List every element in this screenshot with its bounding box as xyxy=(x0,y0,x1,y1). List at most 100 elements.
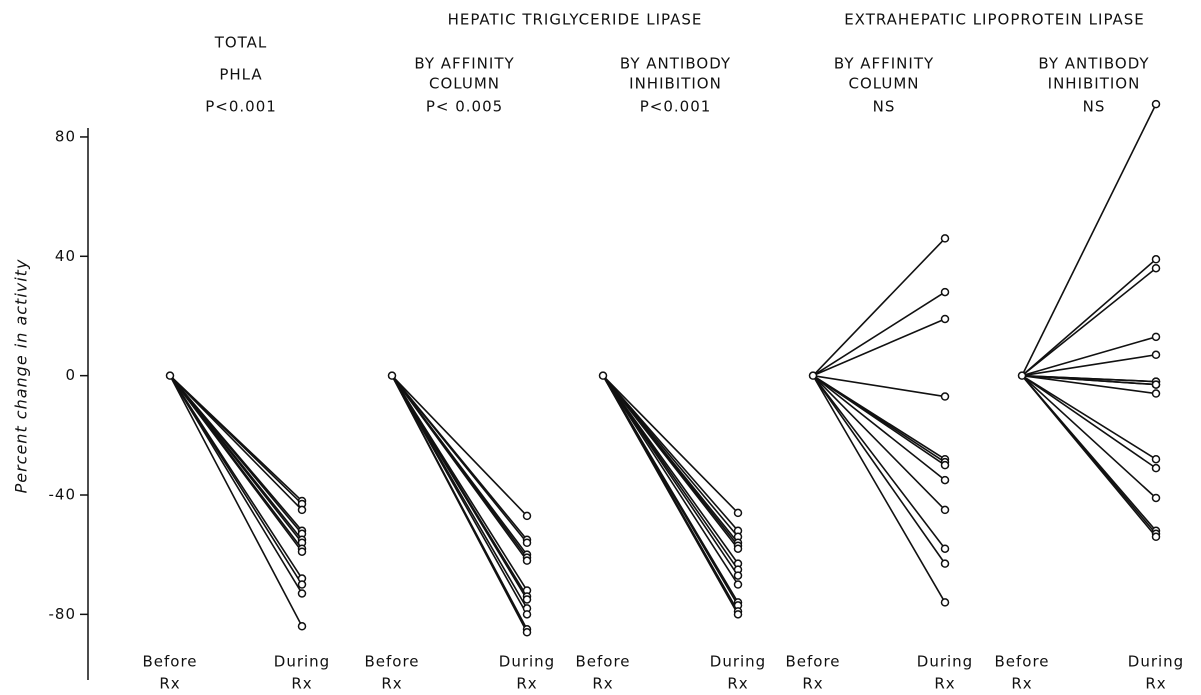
during-point xyxy=(522,610,532,619)
x-category-label: Before xyxy=(364,653,419,671)
slope-line xyxy=(812,375,946,550)
during-point xyxy=(940,505,950,515)
during-point xyxy=(940,314,950,324)
slope-line xyxy=(812,318,946,377)
during-point xyxy=(1151,389,1161,398)
during-point xyxy=(940,544,950,553)
slope-line xyxy=(169,375,303,553)
during-point xyxy=(940,475,950,485)
during-point xyxy=(522,511,532,521)
x-category-label: Rx xyxy=(1011,675,1032,692)
slope-line xyxy=(812,374,946,398)
x-category-label: Rx xyxy=(802,675,823,692)
x-category-label: Rx xyxy=(381,675,402,692)
slope-line xyxy=(391,375,528,615)
during-point xyxy=(522,595,532,604)
slope-line xyxy=(812,375,946,481)
group-title: HEPATIC TRIGLYCERIDE LIPASE xyxy=(448,11,703,29)
panel-title: P<0.001 xyxy=(640,98,712,116)
during-point xyxy=(522,628,532,637)
slope-line xyxy=(391,375,528,544)
x-category-label: Rx xyxy=(159,675,180,692)
x-category-label: Before xyxy=(575,653,630,671)
panel-title: COLUMN xyxy=(429,75,500,93)
slope-line xyxy=(169,375,303,627)
slope-line xyxy=(602,375,739,514)
during-point xyxy=(1151,255,1161,264)
x-category-label: During xyxy=(499,653,555,671)
slope-line xyxy=(1021,353,1157,377)
x-category-label: During xyxy=(710,653,766,671)
slope-line xyxy=(812,375,946,603)
x-category-label: Rx xyxy=(291,675,312,692)
during-point xyxy=(297,622,307,631)
slope-line xyxy=(391,375,528,562)
panel-title: PHLA xyxy=(219,66,262,84)
slope-line xyxy=(812,374,946,466)
slope-line xyxy=(1021,336,1157,377)
x-category-label: During xyxy=(274,653,330,671)
slope-line xyxy=(812,375,946,511)
panel-title: P< 0.005 xyxy=(426,98,503,116)
slope-line xyxy=(169,375,303,594)
group-title: EXTRAHEPATIC LIPOPROTEIN LIPASE xyxy=(844,11,1145,29)
during-point xyxy=(1151,532,1161,542)
during-point xyxy=(1151,263,1161,273)
during-point xyxy=(1151,332,1161,342)
during-point xyxy=(733,571,743,580)
x-category-label: Before xyxy=(142,653,197,671)
during-point xyxy=(733,508,743,518)
slope-line xyxy=(1021,267,1157,377)
x-category-label: Before xyxy=(994,653,1049,671)
during-point xyxy=(940,392,950,401)
panel-title: P<0.001 xyxy=(205,98,277,116)
during-point xyxy=(940,460,950,470)
slope-line xyxy=(1021,374,1157,460)
during-point xyxy=(733,544,743,553)
slope-line xyxy=(391,375,528,517)
before-point xyxy=(165,371,175,380)
slope-line xyxy=(391,375,528,633)
during-point xyxy=(1151,99,1161,109)
x-category-label: Rx xyxy=(934,675,955,692)
panel-title: INHIBITION xyxy=(1048,75,1141,93)
during-point xyxy=(1151,454,1161,464)
during-point xyxy=(940,287,950,297)
before-point xyxy=(598,371,608,380)
x-category-label: During xyxy=(917,653,973,671)
slope-line xyxy=(169,375,303,511)
y-tick-label: 40 xyxy=(55,247,76,265)
slope-line xyxy=(1021,375,1157,499)
panel-title: COLUMN xyxy=(848,75,919,93)
during-point xyxy=(297,505,307,515)
during-point xyxy=(733,610,743,619)
during-point xyxy=(1151,463,1161,473)
x-category-label: Rx xyxy=(727,675,748,692)
panel-title: NS xyxy=(1083,98,1106,116)
x-category-label: During xyxy=(1128,653,1184,671)
slope-line xyxy=(1021,103,1157,377)
panel-title: TOTAL xyxy=(214,34,268,52)
during-point xyxy=(1151,380,1161,389)
x-category-label: Rx xyxy=(516,675,537,692)
slope-line xyxy=(1021,374,1157,395)
during-point xyxy=(1151,350,1161,360)
slope-line xyxy=(1021,374,1157,386)
x-category-label: Rx xyxy=(1145,675,1166,692)
before-point xyxy=(387,371,397,380)
panel-title: BY ANTIBODY xyxy=(1038,55,1149,73)
during-point xyxy=(1151,493,1161,503)
slope-line xyxy=(812,237,946,377)
y-axis-label: Percent change in activity xyxy=(12,259,31,494)
slope-line xyxy=(602,375,739,585)
y-tick-label: 80 xyxy=(55,127,76,145)
panel-title: BY ANTIBODY xyxy=(620,55,731,73)
slope-line xyxy=(812,291,946,377)
x-category-label: Rx xyxy=(592,675,613,692)
during-point xyxy=(733,580,743,589)
panel-title: INHIBITION xyxy=(629,75,722,93)
y-tick-label: -80 xyxy=(49,605,77,623)
slope-line xyxy=(1021,375,1157,538)
slope-line xyxy=(1021,258,1157,377)
